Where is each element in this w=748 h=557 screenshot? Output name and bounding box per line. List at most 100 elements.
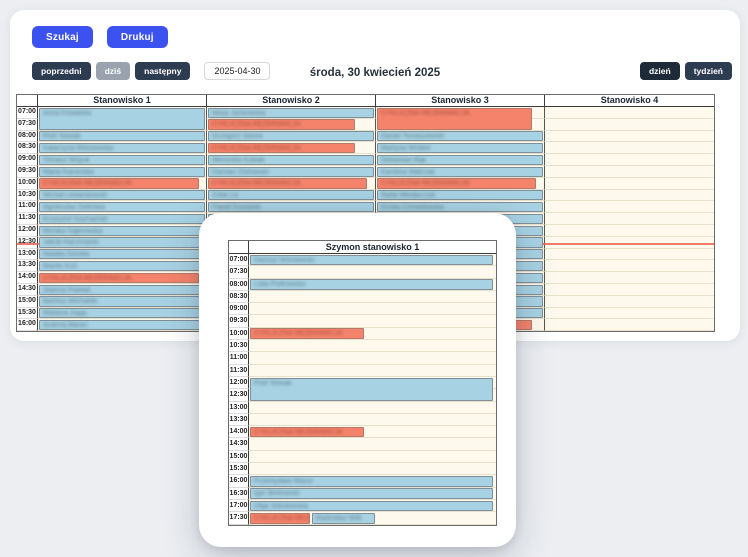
booking[interactable]: Natalia Górska: [39, 249, 205, 260]
booking[interactable]: Daniel Tomaszewski: [377, 131, 543, 142]
time-slot[interactable]: [249, 413, 496, 427]
booking[interactable]: Agnieszka Zielińska: [39, 201, 205, 213]
booking-label: CYKLICZNA REZERWACJA: [212, 121, 301, 129]
time-slot[interactable]: [545, 248, 714, 261]
recurring-reservation[interactable]: CYKLICZNA REZERWACJA: [39, 272, 200, 283]
recurring-reservation[interactable]: CYKLICZNA REZERWACJA: [377, 178, 536, 189]
time-slot[interactable]: [545, 177, 714, 190]
time-slot[interactable]: [545, 283, 714, 296]
booking[interactable]: Monika Dąbrowska: [39, 225, 205, 236]
booking-label: Damian Ostrowski: [212, 168, 269, 176]
booking[interactable]: Anna Kowalska: [39, 107, 205, 130]
time-label: 17:30: [229, 512, 249, 525]
time-slot[interactable]: [249, 450, 496, 464]
booking[interactable]: Dariusz Wiśniewski: [250, 254, 494, 266]
booking[interactable]: Marta Kamińska: [39, 166, 205, 177]
print-button[interactable]: Drukuj: [106, 26, 168, 48]
time-label: 17:00: [229, 499, 249, 513]
booking[interactable]: Emilia Chmielewska: [377, 201, 543, 213]
time-slot[interactable]: [249, 352, 496, 365]
booking[interactable]: Zofia Lis: [208, 190, 374, 201]
recurring-reservation[interactable]: CYKLICZNA REZERWACJA: [250, 426, 365, 438]
booking[interactable]: Olga Sokołowska: [250, 500, 494, 512]
time-slot[interactable]: [545, 107, 714, 119]
column-header: Szymon stanowisko 1: [249, 241, 496, 254]
booking[interactable]: Piotr Nowak: [250, 377, 494, 401]
time-slot[interactable]: [545, 165, 714, 178]
time-slot[interactable]: [545, 189, 714, 202]
booking[interactable]: Sebastian Bąk: [377, 154, 543, 165]
time-slot[interactable]: [545, 201, 714, 214]
search-button[interactable]: Szukaj: [32, 26, 93, 48]
recurring-reservation[interactable]: CYKLICZNA REZERWACJA: [208, 178, 367, 189]
booking[interactable]: Krzysztof Szymański: [39, 213, 205, 224]
recurring-reservation[interactable]: CYKLICZNA REZERWACJA: [39, 178, 200, 189]
booking[interactable]: Marek Król: [39, 260, 205, 272]
date-nav-bar: poprzedni dziś następny dzień tydzień: [32, 62, 732, 80]
booking[interactable]: Lidia Piotrowska: [250, 279, 494, 290]
booking[interactable]: Piotr Nowak: [39, 131, 205, 142]
time-slot[interactable]: [249, 463, 496, 476]
booking[interactable]: Igor Borkowski: [250, 488, 494, 499]
time-slot[interactable]: [545, 130, 714, 143]
time-slot[interactable]: [249, 315, 496, 328]
booking-label: CYKLICZNA REZERWACJA: [212, 180, 301, 188]
booking[interactable]: Joanna Pawlak: [39, 284, 205, 295]
time-slot[interactable]: [545, 154, 714, 166]
today-button[interactable]: dziś: [95, 62, 131, 80]
time-label: 07:30: [229, 266, 249, 279]
time-slot[interactable]: [249, 401, 496, 414]
time-slot[interactable]: [545, 236, 714, 249]
time-slot[interactable]: [545, 260, 714, 273]
time-slot[interactable]: [545, 319, 714, 332]
booking-label: Paweł Kowalski: [212, 203, 261, 211]
time-slot[interactable]: [545, 307, 714, 320]
next-day-button[interactable]: następny: [135, 62, 191, 80]
booking[interactable]: Tomasz Wójcik: [39, 154, 205, 165]
time-slot[interactable]: [545, 213, 714, 225]
time-slot[interactable]: [545, 295, 714, 308]
week-view-button[interactable]: tydzień: [684, 62, 732, 80]
time-label: 15:30: [229, 463, 249, 476]
booking[interactable]: Michał Lewandowski: [39, 190, 205, 201]
booking[interactable]: Jakub Kaczmarek: [39, 237, 205, 248]
recurring-reservation[interactable]: CYKLICZNA REZERWACJA: [208, 119, 355, 130]
booking[interactable]: Katarzyna Wiśniewska: [39, 142, 205, 154]
recurring-reservation[interactable]: CYKLICZNA REZERWACJA: [208, 142, 355, 154]
time-label: 10:30: [229, 340, 249, 353]
time-slot[interactable]: [545, 224, 714, 237]
time-slot[interactable]: [249, 438, 496, 451]
booking[interactable]: Grzegorz Sikora: [208, 131, 374, 142]
booking[interactable]: Wiktoria Zając: [39, 308, 205, 319]
booking[interactable]: Damian Ostrowski: [208, 166, 374, 177]
date-input[interactable]: [204, 62, 271, 80]
prev-day-button[interactable]: poprzedni: [32, 62, 91, 80]
recurring-reservation[interactable]: CYKLICZNA REZERWACJA: [377, 107, 533, 130]
booking[interactable]: Przemysław Mazur: [250, 475, 494, 487]
day-view-button[interactable]: dzień: [639, 62, 680, 80]
time-slot[interactable]: [249, 340, 496, 353]
time-slot[interactable]: [249, 266, 496, 279]
booking[interactable]: Rafał Włodarczyk: [377, 190, 543, 201]
booking[interactable]: Martyna Wróbel: [377, 142, 543, 154]
recurring-reservation[interactable]: CYKLICZNA REZERWACJA: [250, 328, 365, 340]
booking-label: Bartosz Michalski: [43, 298, 98, 306]
time-slot[interactable]: [545, 118, 714, 131]
booking[interactable]: Weronika Kubiak: [208, 154, 374, 165]
time-slot[interactable]: [249, 364, 496, 377]
time-slot[interactable]: [545, 142, 714, 155]
booking[interactable]: Alicja Jankowska: [208, 107, 374, 118]
booking-label: Natalia Górska: [43, 251, 90, 259]
booking[interactable]: Karolina Walczak: [377, 166, 543, 177]
booking[interactable]: Paweł Kowalski: [208, 201, 374, 213]
recurring-reservation[interactable]: CYKLICZNA REZERW.: [250, 512, 310, 524]
column-header: Stanowisko 1: [38, 95, 207, 107]
booking[interactable]: Radosław Wilk: [311, 512, 376, 524]
time-slot[interactable]: [249, 303, 496, 316]
booking[interactable]: Bartosz Michalski: [39, 296, 205, 307]
booking[interactable]: Andrzej Baran: [39, 319, 205, 331]
time-label: 16:00: [17, 319, 38, 332]
booking-label: Dariusz Wiśniewski: [254, 256, 315, 264]
time-slot[interactable]: [249, 290, 496, 304]
time-slot[interactable]: [545, 272, 714, 284]
